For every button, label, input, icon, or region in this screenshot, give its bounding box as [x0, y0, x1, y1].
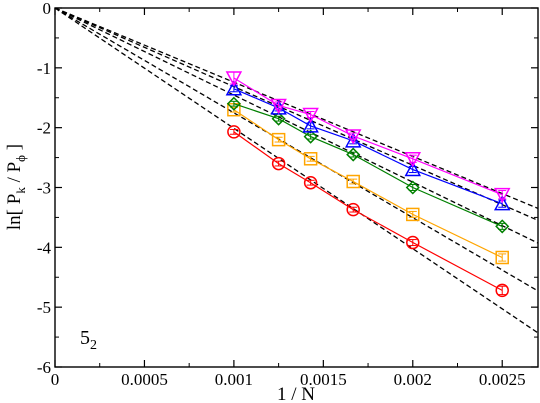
data-point — [226, 96, 241, 111]
x-tick-label: 0.0025 — [479, 370, 526, 389]
series-3-line — [233, 103, 503, 227]
data-point — [271, 156, 286, 171]
data-point — [406, 207, 420, 222]
y-tick-label: -2 — [37, 119, 51, 138]
y-axis-label: ln[ Pk / Pϕ ] — [4, 144, 28, 230]
y-tick-label: -1 — [37, 59, 51, 78]
series-1-line — [233, 131, 503, 291]
x-tick-label: 0.0005 — [121, 370, 168, 389]
series-2-line — [233, 109, 503, 259]
y-tick-label: -5 — [37, 298, 51, 317]
data-point — [495, 219, 510, 234]
data-point — [344, 132, 362, 148]
data-point — [303, 175, 318, 190]
x-tick-label: 0 — [51, 370, 60, 389]
x-tick-label: 0.002 — [394, 370, 432, 389]
fit-line-1 — [55, 8, 538, 334]
fit-lines — [55, 8, 538, 334]
x-tick-label: 0.001 — [215, 370, 253, 389]
data-point — [302, 117, 319, 133]
data-point — [227, 125, 241, 139]
data-point — [303, 152, 318, 166]
knot-label: 52 — [80, 327, 97, 353]
series-5 — [225, 71, 511, 204]
data-point — [346, 147, 361, 162]
data-point — [404, 152, 422, 168]
fit-line-4 — [55, 8, 538, 221]
data-point — [495, 250, 509, 265]
fit-line-3 — [55, 8, 538, 244]
series-2 — [227, 102, 509, 265]
fit-line-5 — [55, 8, 538, 210]
data-point — [493, 187, 511, 204]
data-point — [344, 129, 362, 145]
data-point — [225, 71, 243, 87]
y-tick-label: -4 — [37, 238, 52, 257]
data-point — [406, 235, 420, 250]
data-point — [303, 129, 318, 144]
data-point — [271, 132, 286, 147]
axis-ticks: 0 0.0005 0.001 0.0015 0.002 0.0025 0 -1 -2 -3 -4 -5… — [37, 0, 538, 389]
data-point — [346, 202, 360, 217]
series-4 — [225, 80, 511, 211]
series-3 — [226, 96, 510, 234]
fit-line-2 — [55, 8, 538, 292]
plot-frame — [54, 7, 539, 368]
series-5-line — [233, 77, 503, 196]
y-tick-label: -6 — [37, 358, 51, 377]
y-tick-label: -3 — [37, 179, 51, 198]
data-point — [495, 283, 509, 298]
data-point — [225, 80, 243, 96]
data-point — [405, 180, 420, 195]
data-point — [346, 174, 360, 189]
x-axis-label: 1 / N — [277, 384, 315, 403]
data-point — [404, 160, 422, 177]
data-point — [270, 98, 287, 115]
data-point — [302, 107, 319, 124]
y-tick-label: 0 — [43, 0, 52, 18]
x-tick-label: 0.0015 — [300, 370, 347, 389]
data-series — [225, 71, 511, 298]
series-1 — [227, 125, 509, 298]
data-point — [271, 111, 286, 126]
data-point — [493, 195, 511, 211]
series-4-line — [233, 88, 503, 205]
